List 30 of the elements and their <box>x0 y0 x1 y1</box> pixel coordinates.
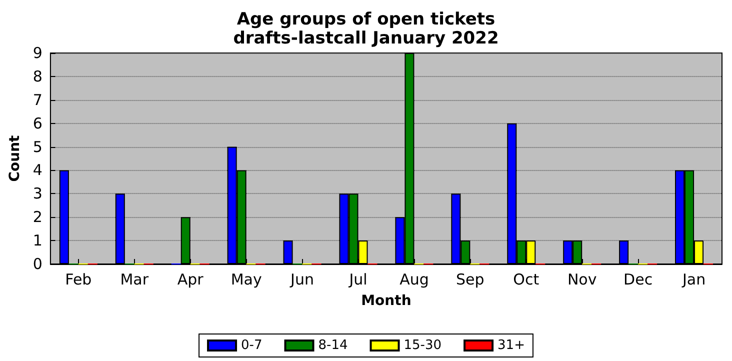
chart-title: Age groups of open tickets <box>236 10 496 30</box>
x-tick-label: Feb <box>65 270 92 288</box>
x-tick-label: Jul <box>348 270 368 288</box>
y-axis-title: Count <box>7 134 23 182</box>
legend-label: 8-14 <box>318 338 348 353</box>
x-tick-label: Nov <box>567 270 597 288</box>
legend-label: 0-7 <box>241 338 262 353</box>
y-tick-label: 9 <box>32 44 42 62</box>
y-tick-label: 8 <box>32 67 42 86</box>
y-tick-label: 6 <box>32 114 42 132</box>
x-tick-label: Jun <box>290 270 314 288</box>
y-tick-label: 1 <box>32 232 42 250</box>
y-tick-label: 2 <box>32 208 42 226</box>
x-tick-label: May <box>230 270 262 288</box>
y-tick-label: 7 <box>32 90 42 109</box>
y-tick-label: 5 <box>32 138 42 156</box>
chart-subtitle: drafts-lastcall January 2022 <box>233 28 499 48</box>
x-axis-title: Month <box>361 293 412 309</box>
x-tick-label: Apr <box>177 270 204 288</box>
x-tick-label: Jan <box>681 270 706 288</box>
y-tick-label: 3 <box>32 184 42 203</box>
legend-label: 31+ <box>498 338 525 353</box>
x-tick-label: Sep <box>456 270 484 288</box>
y-tick-label: 0 <box>32 255 42 273</box>
y-tick-label: 4 <box>32 161 42 180</box>
x-tick-label: Mar <box>120 270 150 288</box>
legend-label: 15-30 <box>404 338 442 353</box>
x-tick-label: Oct <box>513 270 540 288</box>
x-tick-label: Aug <box>400 270 429 288</box>
x-tick-label: Dec <box>624 270 653 288</box>
